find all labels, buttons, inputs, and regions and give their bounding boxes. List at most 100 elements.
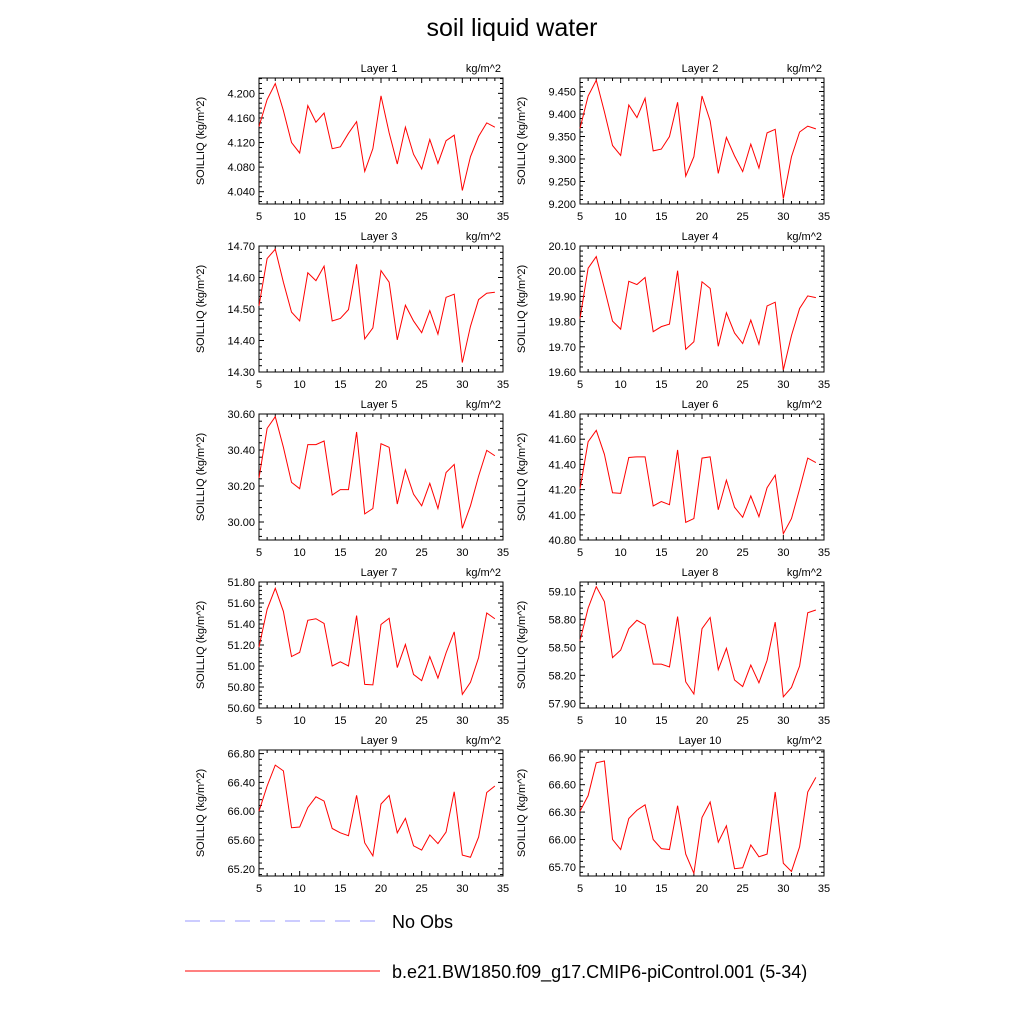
- plot-frame: [579, 413, 825, 541]
- panel-title: Layer 3: [361, 231, 398, 243]
- x-tick-label: 10: [294, 715, 306, 727]
- y-tick-label: 41.80: [548, 409, 576, 421]
- x-tick-label: 20: [696, 211, 708, 223]
- plot-frame: [258, 749, 504, 877]
- panel-title: Layer 9: [361, 735, 398, 747]
- panel-units: kg/m^2: [466, 399, 501, 411]
- y-tick-label: 51.20: [227, 640, 255, 652]
- x-tick-label: 25: [416, 379, 428, 391]
- y-tick-label: 65.60: [227, 835, 255, 847]
- panel-layer-6: Layer 6 kg/m^2 SOILLIQ (kg/m^2) 5 10 15 20 25 30…: [516, 399, 830, 559]
- panel-units: kg/m^2: [466, 63, 501, 75]
- y-axis-label: SOILLIQ (kg/m^2): [516, 601, 528, 689]
- plot-frame: [258, 413, 504, 541]
- panel-layer-8: Layer 8 kg/m^2 SOILLIQ (kg/m^2) 5 10 15 20 25 30…: [516, 567, 830, 727]
- x-tick-label: 5: [256, 379, 262, 391]
- x-tick-label: 25: [416, 211, 428, 223]
- y-tick-label: 4.040: [227, 187, 255, 199]
- panel-title: Layer 7: [361, 567, 398, 579]
- x-tick-label: 35: [497, 547, 509, 559]
- x-tick-label: 5: [256, 715, 262, 727]
- legend-label: b.e21.BW1850.f09_g17.CMIP6-piControl.001…: [392, 962, 807, 983]
- y-tick-label: 4.080: [227, 162, 255, 174]
- x-tick-label: 25: [737, 715, 749, 727]
- series-line: [579, 78, 817, 199]
- y-tick-label: 41.40: [548, 459, 576, 471]
- x-tick-label: 35: [818, 379, 830, 391]
- x-tick-label: 10: [615, 715, 627, 727]
- series-line: [258, 764, 496, 858]
- y-tick-label: 20.00: [548, 266, 576, 278]
- y-axis-label: SOILLIQ (kg/m^2): [516, 433, 528, 521]
- y-tick-label: 9.350: [548, 132, 576, 144]
- x-tick-label: 30: [456, 379, 468, 391]
- y-tick-label: 66.40: [227, 777, 255, 789]
- x-tick-label: 20: [696, 547, 708, 559]
- x-tick-label: 10: [294, 883, 306, 895]
- y-axis-label: SOILLIQ (kg/m^2): [516, 97, 528, 185]
- y-tick-label: 30.20: [227, 481, 255, 493]
- y-tick-label: 58.50: [548, 642, 576, 654]
- y-tick-label: 51.80: [227, 577, 255, 589]
- panel-title: Layer 2: [682, 63, 719, 75]
- x-tick-label: 30: [777, 715, 789, 727]
- x-tick-label: 20: [375, 883, 387, 895]
- y-tick-label: 41.20: [548, 485, 576, 497]
- y-tick-label: 9.200: [548, 199, 576, 211]
- x-tick-label: 35: [818, 883, 830, 895]
- x-tick-label: 15: [334, 715, 346, 727]
- x-tick-label: 25: [416, 547, 428, 559]
- y-tick-label: 30.40: [227, 445, 255, 457]
- x-tick-label: 20: [375, 211, 387, 223]
- x-tick-label: 15: [655, 715, 667, 727]
- y-tick-label: 66.00: [548, 834, 576, 846]
- x-tick-label: 20: [375, 715, 387, 727]
- x-tick-label: 5: [256, 211, 262, 223]
- x-tick-label: 10: [615, 379, 627, 391]
- panel-layer-4: Layer 4 kg/m^2 SOILLIQ (kg/m^2) 5 10 15 20 25 30…: [516, 231, 830, 391]
- y-tick-label: 30.60: [227, 409, 255, 421]
- y-tick-label: 4.120: [227, 138, 255, 150]
- y-axis-label: SOILLIQ (kg/m^2): [195, 265, 207, 353]
- x-tick-label: 5: [577, 883, 583, 895]
- panel-title: Layer 8: [682, 567, 719, 579]
- y-tick-label: 41.00: [548, 510, 576, 522]
- y-tick-label: 19.60: [548, 367, 576, 379]
- x-tick-label: 30: [456, 547, 468, 559]
- series-line: [579, 255, 816, 371]
- y-tick-label: 50.80: [227, 682, 255, 694]
- panel-units: kg/m^2: [787, 567, 822, 579]
- x-tick-label: 30: [777, 547, 789, 559]
- y-tick-label: 9.250: [548, 177, 576, 189]
- y-tick-label: 14.30: [227, 367, 255, 379]
- x-tick-label: 10: [615, 547, 627, 559]
- x-tick-label: 5: [256, 883, 262, 895]
- x-tick-label: 30: [456, 715, 468, 727]
- y-tick-label: 65.20: [227, 864, 255, 876]
- x-tick-label: 30: [777, 379, 789, 391]
- plot-frame: [579, 581, 825, 709]
- x-tick-label: 30: [777, 883, 789, 895]
- x-tick-label: 5: [577, 211, 583, 223]
- series-line: [258, 82, 496, 191]
- x-tick-label: 15: [655, 211, 667, 223]
- y-tick-label: 58.80: [548, 614, 576, 626]
- panel-title: Layer 1: [361, 63, 398, 75]
- y-axis-label: SOILLIQ (kg/m^2): [516, 265, 528, 353]
- panel-layer-10: Layer 10 kg/m^2 SOILLIQ (kg/m^2) 5 10 15 20 25 3…: [516, 735, 830, 895]
- panel-units: kg/m^2: [787, 399, 822, 411]
- panel-layer-9: Layer 9 kg/m^2 SOILLIQ (kg/m^2) 5 10 15 20 25 30…: [195, 735, 509, 895]
- x-tick-label: 35: [818, 211, 830, 223]
- y-tick-label: 4.200: [227, 88, 255, 100]
- x-tick-label: 5: [577, 379, 583, 391]
- x-tick-label: 5: [577, 547, 583, 559]
- x-tick-label: 30: [456, 883, 468, 895]
- x-tick-label: 35: [497, 379, 509, 391]
- x-tick-label: 25: [737, 883, 749, 895]
- y-axis-label: SOILLIQ (kg/m^2): [195, 433, 207, 521]
- x-tick-label: 20: [696, 715, 708, 727]
- y-axis-label: SOILLIQ (kg/m^2): [195, 97, 207, 185]
- panel-units: kg/m^2: [466, 231, 501, 243]
- x-tick-label: 10: [615, 883, 627, 895]
